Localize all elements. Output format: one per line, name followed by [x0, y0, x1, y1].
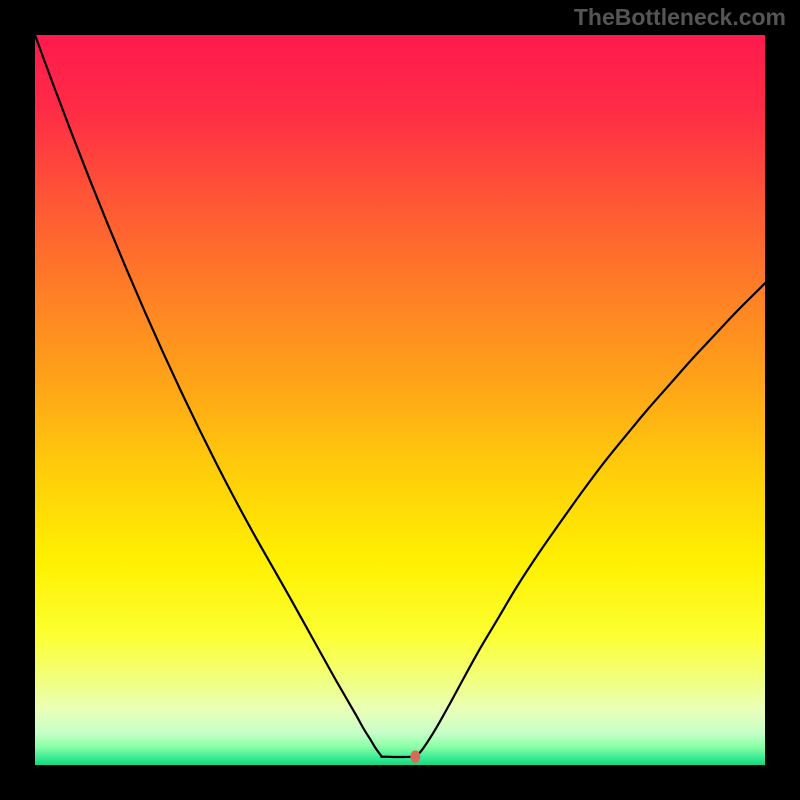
frame-bottom [0, 765, 800, 800]
watermark-text: TheBottleneck.com [574, 4, 786, 31]
chart-root: TheBottleneck.com [0, 0, 800, 800]
frame-right [765, 0, 800, 800]
frame-left [0, 0, 35, 800]
minimum-marker [410, 750, 420, 762]
bottleneck-curve-plot [0, 0, 800, 800]
